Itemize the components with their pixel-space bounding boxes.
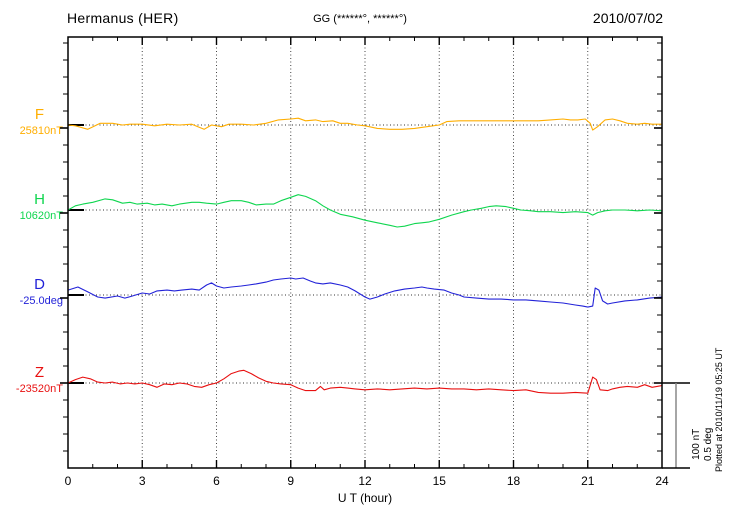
coordinates-label: GG (******°, ******°) xyxy=(313,13,407,25)
x-tick-label: 15 xyxy=(432,474,446,488)
series-label-z: Z -23520nT xyxy=(2,364,63,396)
scale-bar-nt: 100 nT xyxy=(691,428,702,460)
x-tick-label: 3 xyxy=(138,474,146,488)
series-letter-z: Z xyxy=(34,364,45,381)
series-label-h: H 10620nT xyxy=(2,191,63,223)
series-letter-h: H xyxy=(34,191,45,208)
series-baseline-value-h: 10620nT xyxy=(19,210,63,222)
series-label-d: D -25.0deg xyxy=(2,276,63,308)
series-letter-f: F xyxy=(34,106,45,123)
x-tick-label: 0 xyxy=(64,474,72,488)
series-label-f: F 25810nT xyxy=(2,106,63,138)
x-tick-label: 12 xyxy=(358,474,372,488)
date-label: 2010/07/02 xyxy=(592,10,663,26)
station-title: Hermanus (HER) xyxy=(67,10,179,26)
scale-bar-label: 100 nT 0.5 deg xyxy=(691,428,715,461)
x-tick-label: 21 xyxy=(581,474,595,488)
series-baseline-value-f: 25810nT xyxy=(19,125,63,137)
x-tick-label: 9 xyxy=(287,474,295,488)
series-baseline-value-d: -25.0deg xyxy=(19,295,63,307)
plotted-at-timestamp: Plotted at 2010/11/19 05:25 UT xyxy=(714,347,724,472)
x-tick-label: 6 xyxy=(213,474,220,488)
series-baseline-value-z: -23520nT xyxy=(15,383,63,395)
x-tick-label: 24 xyxy=(655,474,669,488)
series-letter-d: D xyxy=(34,276,45,293)
x-axis-title: U T (hour) xyxy=(337,491,393,505)
x-tick-label: 18 xyxy=(506,474,521,488)
